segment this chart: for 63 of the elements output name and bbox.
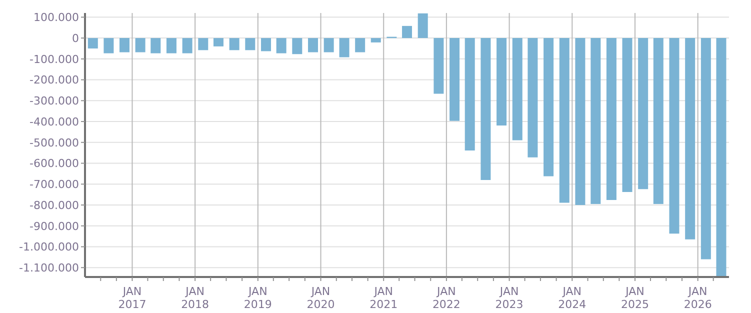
x-tick-label: JAN 2021 bbox=[370, 285, 398, 311]
bar bbox=[292, 38, 302, 54]
x-tick-label: JAN 2020 bbox=[306, 285, 335, 311]
bar bbox=[88, 38, 98, 48]
bar bbox=[182, 38, 192, 54]
x-tick-label: JAN 2026 bbox=[684, 285, 712, 311]
y-tick-label: -400.000 bbox=[30, 115, 79, 128]
bar bbox=[480, 38, 491, 180]
bar bbox=[166, 38, 176, 54]
bar bbox=[135, 38, 146, 52]
x-tick-label: JAN 2022 bbox=[432, 285, 460, 311]
bar bbox=[402, 26, 412, 38]
x-tick-label: JAN 2018 bbox=[181, 285, 210, 311]
bar bbox=[245, 38, 256, 50]
x-tick-label: JAN 2023 bbox=[495, 285, 524, 311]
bar bbox=[324, 38, 334, 52]
y-tick-label: 0 bbox=[72, 32, 79, 45]
bar bbox=[119, 38, 130, 52]
bar bbox=[622, 38, 632, 192]
bar bbox=[669, 38, 680, 234]
bar bbox=[198, 38, 208, 50]
bar bbox=[276, 38, 286, 54]
y-tick-label: -600.000 bbox=[30, 157, 79, 170]
x-tick-label: JAN 2025 bbox=[620, 285, 649, 311]
bar bbox=[450, 38, 460, 121]
bar bbox=[229, 38, 240, 50]
y-tick-label: -1.000.000 bbox=[19, 240, 79, 254]
bar bbox=[544, 38, 554, 176]
bar bbox=[355, 38, 366, 52]
bar bbox=[104, 38, 114, 54]
y-tick-label: -200.000 bbox=[30, 74, 79, 87]
y-tick-label: -900.000 bbox=[30, 220, 79, 233]
y-tick-label: -700.000 bbox=[30, 178, 79, 192]
bar bbox=[434, 38, 444, 94]
bar bbox=[150, 38, 161, 54]
bar bbox=[606, 38, 616, 200]
bar bbox=[496, 38, 507, 126]
bar bbox=[512, 38, 522, 140]
bar bbox=[590, 38, 601, 204]
y-tick-label: -500.000 bbox=[30, 136, 79, 150]
x-tick-label: JAN 2019 bbox=[244, 285, 272, 311]
bar bbox=[685, 38, 696, 240]
x-tick-label: JAN 2024 bbox=[558, 285, 586, 311]
bar bbox=[261, 38, 271, 52]
bar bbox=[370, 38, 381, 42]
bar bbox=[418, 13, 428, 38]
y-tick-label: 100.000 bbox=[34, 11, 79, 24]
bar bbox=[575, 38, 586, 205]
bar bbox=[700, 38, 711, 260]
y-tick-label: -800.000 bbox=[30, 198, 79, 212]
y-tick-label: -100.000 bbox=[30, 52, 79, 66]
x-tick-label: JAN 2017 bbox=[118, 285, 146, 311]
bar bbox=[464, 38, 475, 151]
bar bbox=[528, 38, 538, 158]
y-tick-label: -1.100.000 bbox=[19, 262, 79, 275]
bar bbox=[716, 38, 726, 277]
bar bbox=[339, 38, 350, 58]
bar bbox=[213, 38, 224, 46]
bar bbox=[638, 38, 648, 190]
bar bbox=[308, 38, 318, 52]
bar bbox=[559, 38, 570, 203]
bar bbox=[653, 38, 664, 204]
y-tick-label: -300.000 bbox=[30, 94, 79, 108]
